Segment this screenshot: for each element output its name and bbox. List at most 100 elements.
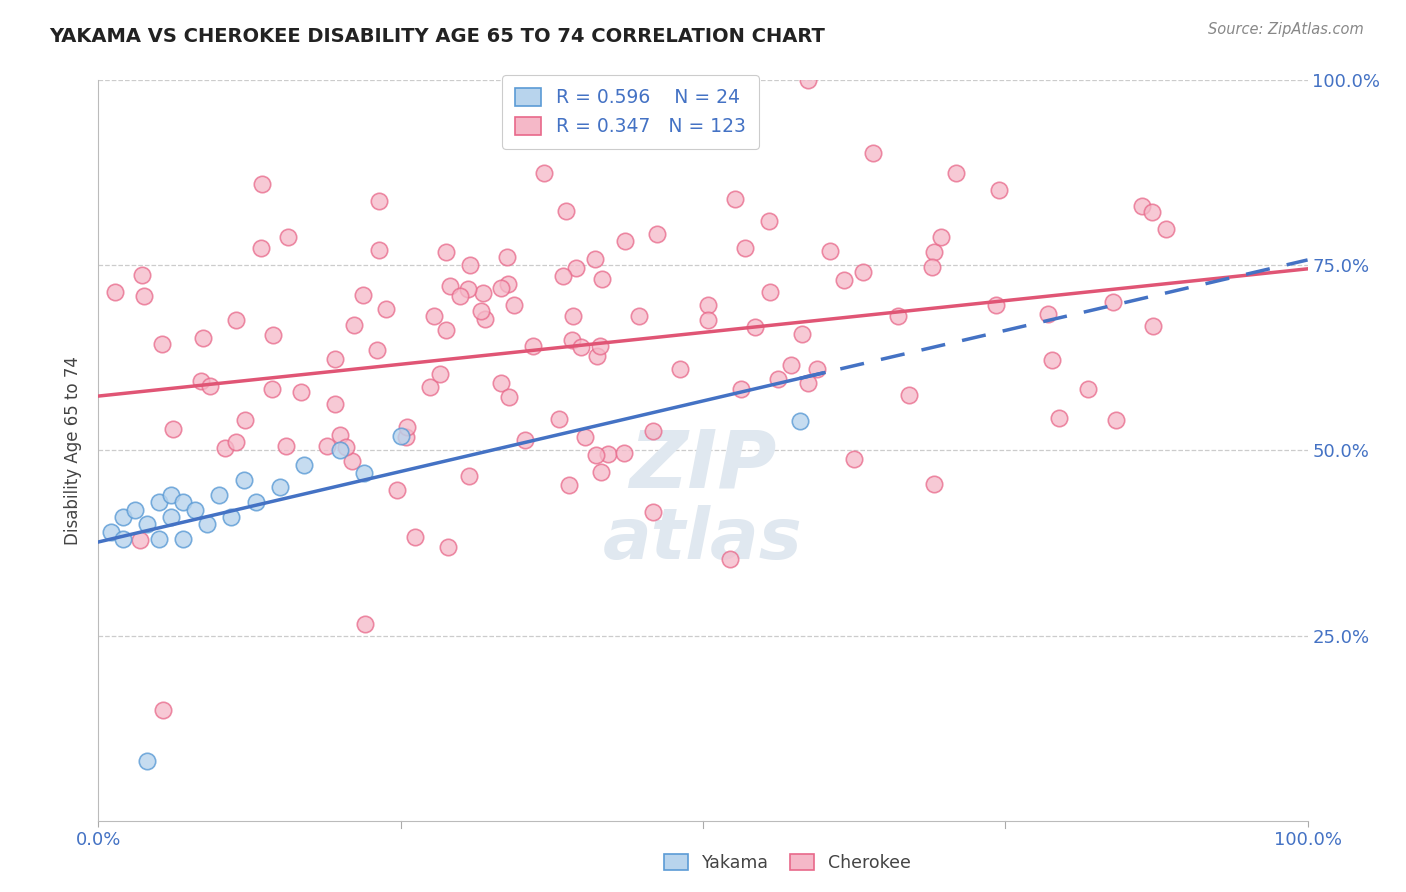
Point bbox=[439, 279, 461, 293]
Point bbox=[329, 443, 352, 458]
Point bbox=[1142, 205, 1164, 219]
Point bbox=[250, 177, 273, 191]
Point bbox=[758, 213, 780, 227]
Point bbox=[184, 502, 207, 516]
Point bbox=[172, 495, 194, 509]
Point bbox=[1077, 382, 1099, 396]
Point bbox=[221, 510, 243, 524]
Point bbox=[697, 298, 720, 312]
Point bbox=[945, 166, 967, 180]
Text: atlas: atlas bbox=[603, 505, 803, 574]
Point bbox=[148, 533, 170, 547]
Point bbox=[472, 286, 495, 301]
Point bbox=[988, 184, 1011, 198]
Point bbox=[583, 252, 606, 266]
Text: ZIP: ZIP bbox=[630, 426, 776, 504]
Point bbox=[214, 441, 236, 455]
Point bbox=[368, 194, 391, 208]
Point bbox=[129, 533, 152, 547]
Point bbox=[389, 428, 412, 442]
Point bbox=[111, 510, 134, 524]
Point bbox=[591, 465, 613, 479]
Point bbox=[502, 298, 524, 312]
Point bbox=[796, 376, 818, 390]
Point bbox=[375, 302, 398, 317]
Point bbox=[614, 234, 637, 248]
Point bbox=[160, 510, 183, 524]
Point bbox=[780, 358, 803, 372]
Point bbox=[496, 250, 519, 264]
Point bbox=[818, 244, 841, 258]
Point bbox=[586, 350, 609, 364]
Legend: Yakama, Cherokee: Yakama, Cherokee bbox=[657, 847, 918, 879]
Text: Source: ZipAtlas.com: Source: ZipAtlas.com bbox=[1208, 22, 1364, 37]
Point bbox=[470, 303, 492, 318]
Point bbox=[1132, 199, 1154, 213]
Point bbox=[111, 533, 134, 547]
Point bbox=[555, 204, 578, 219]
Point bbox=[250, 241, 273, 255]
Point bbox=[797, 73, 820, 87]
Point bbox=[724, 192, 747, 206]
Point bbox=[1047, 410, 1070, 425]
Point bbox=[404, 530, 426, 544]
Point bbox=[457, 282, 479, 296]
Point bbox=[929, 230, 952, 244]
Point bbox=[641, 505, 664, 519]
Point bbox=[641, 424, 664, 438]
Point bbox=[668, 362, 690, 376]
Point bbox=[569, 340, 592, 354]
Point bbox=[329, 427, 352, 442]
Point bbox=[395, 430, 418, 444]
Point bbox=[806, 361, 828, 376]
Legend: R = 0.596    N = 24, R = 0.347   N = 123: R = 0.596 N = 24, R = 0.347 N = 123 bbox=[502, 75, 759, 149]
Point bbox=[589, 338, 612, 352]
Point bbox=[353, 466, 375, 480]
Point bbox=[342, 454, 364, 468]
Point bbox=[274, 439, 297, 453]
Point bbox=[124, 502, 146, 516]
Point bbox=[316, 439, 339, 453]
Point bbox=[429, 367, 451, 381]
Point bbox=[460, 258, 482, 272]
Point bbox=[832, 273, 855, 287]
Point bbox=[862, 145, 884, 160]
Point bbox=[352, 288, 374, 302]
Point bbox=[591, 272, 613, 286]
Point bbox=[522, 339, 544, 353]
Point bbox=[562, 309, 585, 323]
Point bbox=[498, 390, 520, 404]
Point bbox=[574, 430, 596, 444]
Point bbox=[759, 285, 782, 299]
Point bbox=[627, 310, 650, 324]
Point bbox=[718, 551, 741, 566]
Point bbox=[1040, 353, 1063, 368]
Point bbox=[613, 446, 636, 460]
Point bbox=[564, 261, 586, 276]
Point bbox=[208, 488, 231, 502]
Point bbox=[103, 285, 125, 299]
Point bbox=[269, 480, 291, 494]
Point bbox=[190, 375, 212, 389]
Point bbox=[790, 326, 813, 341]
Point bbox=[225, 313, 247, 327]
Point bbox=[553, 268, 575, 283]
Point bbox=[232, 473, 254, 487]
Point bbox=[148, 495, 170, 509]
Point bbox=[100, 524, 122, 539]
Point bbox=[434, 322, 457, 336]
Point bbox=[132, 288, 155, 302]
Point bbox=[496, 277, 519, 292]
Point bbox=[844, 452, 866, 467]
Point bbox=[645, 227, 668, 241]
Point bbox=[277, 229, 299, 244]
Point bbox=[922, 476, 945, 491]
Point bbox=[897, 388, 920, 402]
Point bbox=[387, 483, 409, 497]
Point bbox=[1142, 319, 1164, 334]
Point bbox=[152, 703, 174, 717]
Point bbox=[172, 533, 194, 547]
Point bbox=[561, 333, 583, 347]
Y-axis label: Disability Age 65 to 74: Disability Age 65 to 74 bbox=[65, 356, 83, 545]
Point bbox=[135, 755, 157, 769]
